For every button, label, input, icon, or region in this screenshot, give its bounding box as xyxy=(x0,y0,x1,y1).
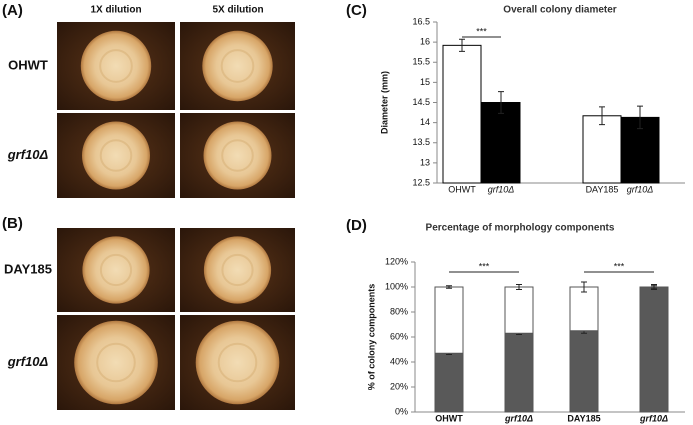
colony-center xyxy=(221,253,254,287)
row-label: grf10Δ xyxy=(7,354,49,369)
colony xyxy=(82,236,150,304)
colony-center xyxy=(221,139,254,172)
panel-label: (D) xyxy=(346,217,367,234)
significance-label: *** xyxy=(476,26,487,36)
chart-title: Overall colony diameter xyxy=(503,5,616,16)
panel-label: (C) xyxy=(346,2,367,19)
x-tick-label: grf10Δ xyxy=(627,184,654,194)
panel-label: (B) xyxy=(2,215,23,232)
colony xyxy=(82,121,150,190)
y-tick-label: 13.5 xyxy=(412,137,430,147)
panel-label: (A) xyxy=(2,2,23,19)
error-bar xyxy=(581,281,587,293)
bar xyxy=(481,102,521,184)
chart-title: Percentage of morphology components xyxy=(426,223,615,234)
colony xyxy=(202,30,273,102)
row-label: OHWT xyxy=(8,57,48,72)
y-tick-label: 15.5 xyxy=(412,57,430,67)
y-tick-label: 16.5 xyxy=(412,16,430,26)
y-tick-label: 14.5 xyxy=(412,97,430,107)
row-label: grf10Δ xyxy=(7,147,49,162)
bar-segment xyxy=(569,330,599,413)
y-tick-label: 80% xyxy=(390,306,408,316)
error-bar xyxy=(446,285,452,289)
colony xyxy=(195,320,280,405)
colony-center xyxy=(99,49,133,83)
bar xyxy=(582,115,622,184)
x-tick-label: grf10Δ xyxy=(639,413,668,423)
error-bar xyxy=(599,106,605,126)
x-tick-label: OHWT xyxy=(448,184,476,194)
colony-center xyxy=(220,49,255,83)
colony-center xyxy=(99,139,133,172)
y-tick-label: 14 xyxy=(420,117,430,127)
bar-segment xyxy=(639,286,669,413)
error-bar xyxy=(498,91,504,114)
colony xyxy=(80,30,152,102)
colony xyxy=(203,121,272,190)
significance-label: *** xyxy=(614,261,625,271)
y-tick-label: 16 xyxy=(420,37,430,47)
y-tick-label: 100% xyxy=(385,281,408,291)
y-tick-label: 40% xyxy=(390,356,408,366)
row-label: DAY185 xyxy=(4,261,52,276)
colony-center xyxy=(217,342,258,383)
y-tick-label: 0% xyxy=(395,406,408,416)
significance-label: *** xyxy=(479,261,490,271)
colony-center xyxy=(99,253,133,287)
error-bar xyxy=(516,284,522,290)
colony xyxy=(203,236,272,304)
photo-grid xyxy=(57,22,295,410)
bar-segment xyxy=(434,352,464,413)
colony xyxy=(74,320,158,405)
error-bar xyxy=(459,38,465,52)
y-tick-label: 60% xyxy=(390,331,408,341)
column-header: 5X dilution xyxy=(212,5,263,16)
x-tick-label: grf10Δ xyxy=(488,184,515,194)
error-bar xyxy=(637,105,643,130)
y-axis-label: Diameter (mm) xyxy=(379,71,389,134)
y-tick-label: 12.5 xyxy=(412,177,430,187)
bar-segment xyxy=(504,332,534,413)
x-tick-label: DAY185 xyxy=(586,184,619,194)
x-tick-label: DAY185 xyxy=(567,413,600,423)
bar-segment xyxy=(569,286,599,332)
y-tick-label: 20% xyxy=(390,381,408,391)
y-tick-label: 120% xyxy=(385,256,408,266)
colony-center xyxy=(96,342,136,383)
bar-segment xyxy=(504,286,534,334)
error-bar xyxy=(651,284,657,290)
y-tick-label: 13 xyxy=(420,157,430,167)
y-tick-label: 15 xyxy=(420,77,430,87)
y-axis-label: % of colony components xyxy=(366,284,376,391)
bar-segment xyxy=(434,286,464,354)
column-header: 1X dilution xyxy=(90,5,141,16)
x-tick-label: OHWT xyxy=(435,413,463,423)
bar xyxy=(442,44,482,184)
x-tick-label: grf10Δ xyxy=(504,413,533,423)
